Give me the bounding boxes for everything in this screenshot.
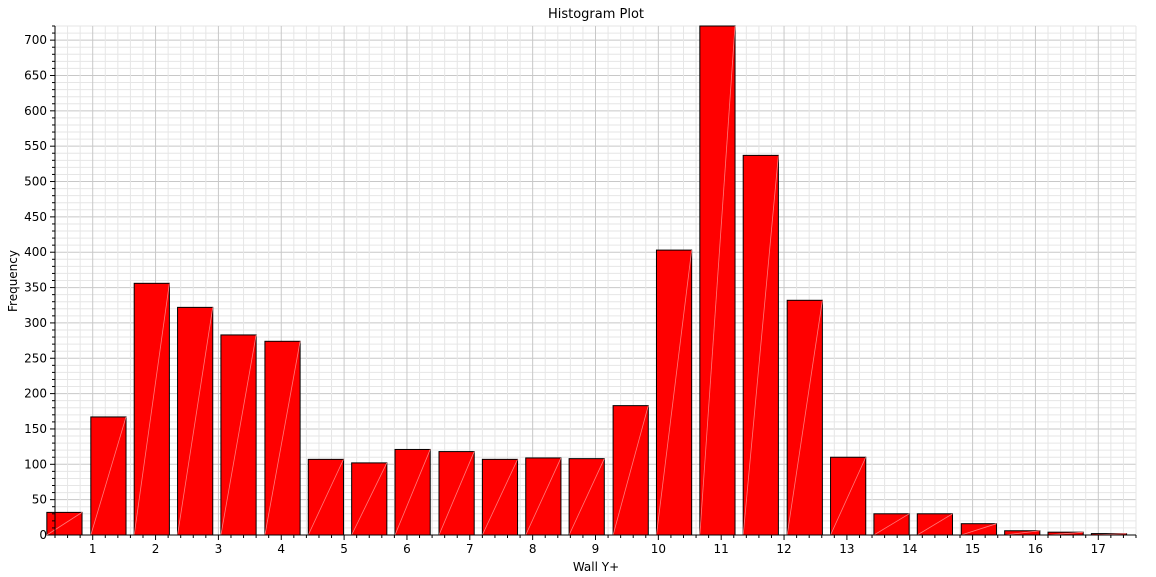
bar-shading-line xyxy=(699,25,736,536)
y-tick-label: 400 xyxy=(24,245,47,259)
x-tick-label: 8 xyxy=(529,542,537,556)
bar-shading-line xyxy=(873,513,910,536)
x-tick-label: 15 xyxy=(965,542,980,556)
bar-shading-line xyxy=(264,341,301,536)
x-tick-label: 1 xyxy=(89,542,97,556)
y-tick-label: 0 xyxy=(39,528,47,542)
x-tick-label: 12 xyxy=(776,542,791,556)
x-tick-label: 9 xyxy=(592,542,600,556)
bar-shading-line xyxy=(525,457,562,536)
x-tick-label: 14 xyxy=(902,542,917,556)
bar-shading-line xyxy=(786,300,823,536)
y-tick-label: 600 xyxy=(24,104,47,118)
bar-shading-line xyxy=(612,405,649,536)
y-tick-label: 300 xyxy=(24,316,47,330)
bar-shading-line xyxy=(307,459,344,536)
x-tick-label: 6 xyxy=(403,542,411,556)
y-tick-label: 500 xyxy=(24,175,47,189)
x-tick-label: 5 xyxy=(340,542,348,556)
bar-shading-line xyxy=(742,155,779,536)
x-tick-label: 2 xyxy=(152,542,160,556)
y-tick-label: 650 xyxy=(24,68,47,82)
bar-shading-line xyxy=(656,250,693,536)
bar-shading-line xyxy=(133,283,170,536)
y-tick-label: 100 xyxy=(24,457,47,471)
y-tick-label: 200 xyxy=(24,387,47,401)
bar-shading-line xyxy=(351,462,388,536)
bar-shading-line xyxy=(46,512,83,536)
bar-shading-line xyxy=(568,458,605,536)
x-tick-label: 16 xyxy=(1028,542,1043,556)
bar-shading-line xyxy=(482,459,518,536)
x-tick-label: 11 xyxy=(714,542,729,556)
bar-shading-line xyxy=(394,449,431,536)
bar-shading-line xyxy=(220,334,257,536)
y-tick-label: 700 xyxy=(24,33,47,47)
y-tick-label: 350 xyxy=(24,281,47,295)
bar-shading-line xyxy=(1004,530,1040,536)
y-tick-label: 250 xyxy=(24,351,47,365)
bar-shading-line xyxy=(177,307,214,536)
y-tick-label: 450 xyxy=(24,210,47,224)
axes: 0 50 100 150 200 250 300 350 400 450 500 550 600 650 7… xyxy=(24,25,1137,556)
x-axis-label: Wall Y+ xyxy=(573,560,619,574)
x-tick-label: 7 xyxy=(466,542,474,556)
bar-shading-line xyxy=(830,457,867,536)
grid xyxy=(54,25,1137,536)
x-tick-label: 10 xyxy=(651,542,666,556)
y-tick-label: 150 xyxy=(24,422,47,436)
bar-shading-line xyxy=(961,523,997,536)
x-tick-label: 17 xyxy=(1091,542,1106,556)
x-tick-label: 13 xyxy=(839,542,854,556)
bars xyxy=(46,25,1128,536)
chart-title: Histogram Plot xyxy=(548,7,644,22)
y-tick-label: 50 xyxy=(32,493,47,507)
y-axis-label: Frequency xyxy=(6,250,20,312)
bar-shading-line xyxy=(917,513,953,536)
bar-shading-line xyxy=(438,451,475,536)
bar-shading-line xyxy=(90,416,127,536)
x-tick-label: 3 xyxy=(215,542,223,556)
y-tick-label: 550 xyxy=(24,139,47,153)
x-tick-label: 4 xyxy=(277,542,285,556)
